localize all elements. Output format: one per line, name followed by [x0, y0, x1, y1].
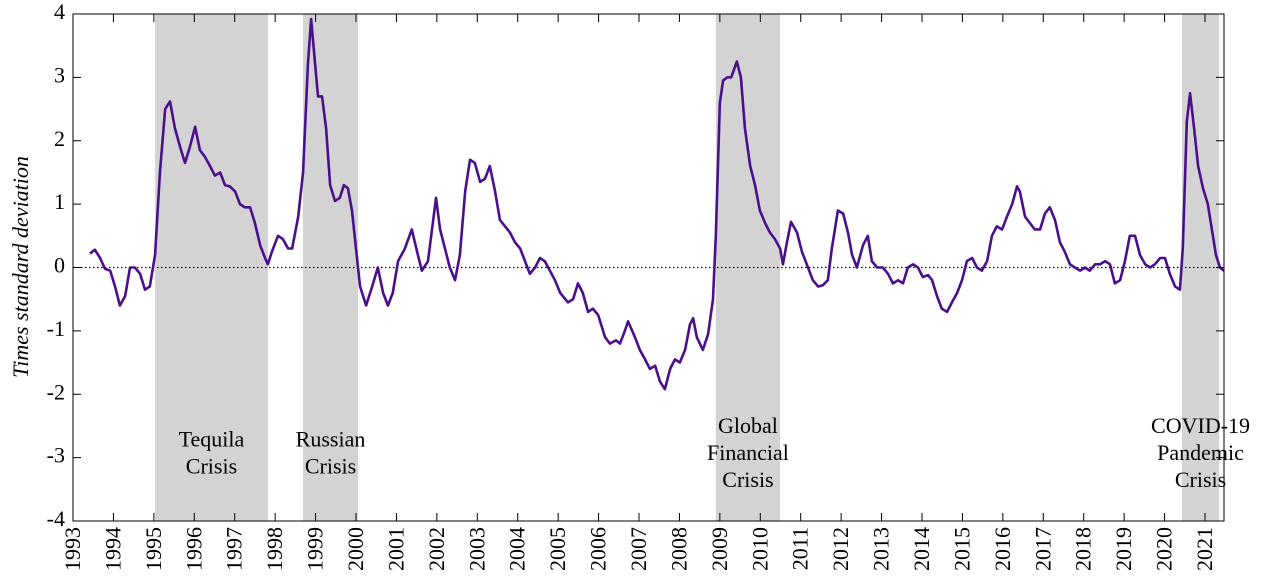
crisis-label: Tequila	[179, 427, 245, 452]
x-tick-label: 2004	[505, 527, 530, 571]
y-axis-label: Times standard deviation	[8, 156, 33, 378]
crisis-label: COVID-19	[1151, 413, 1250, 438]
x-tick-label: 1997	[222, 527, 247, 571]
x-tick-label: 1994	[100, 527, 125, 571]
x-tick-label: 2019	[1111, 527, 1136, 571]
crisis-label: Crisis	[186, 454, 237, 479]
x-tick-label: 2016	[990, 527, 1015, 571]
x-tick-label: 1996	[181, 527, 206, 571]
x-tick-label: 2021	[1192, 527, 1217, 571]
y-tick-label: -4	[47, 506, 65, 531]
x-tick-label: 2006	[586, 527, 611, 571]
x-tick-label: 2007	[626, 527, 651, 571]
crisis-label: Crisis	[722, 467, 773, 492]
x-tick-label: 2011	[788, 527, 813, 570]
x-tick-label: 2009	[707, 527, 732, 571]
y-tick-label: 1	[54, 189, 65, 214]
crisis-label: Global	[718, 413, 778, 438]
x-tick-label: 2010	[747, 527, 772, 571]
x-tick-label: 2020	[1152, 527, 1177, 571]
y-tick-label: -1	[47, 316, 65, 341]
x-tick-label: 2005	[545, 527, 570, 571]
y-tick-label: 4	[54, 0, 65, 24]
x-tick-label: 2014	[909, 527, 934, 571]
y-tick-label: -3	[47, 443, 65, 468]
x-tick-label: 2012	[828, 527, 853, 571]
y-tick-label: -2	[47, 379, 65, 404]
y-tick-label: 3	[54, 62, 65, 87]
crisis-label: Crisis	[1175, 467, 1226, 492]
x-tick-label: 1998	[262, 527, 287, 571]
crisis-shade	[303, 14, 359, 521]
y-tick-label: 2	[54, 126, 65, 151]
crisis-label: Pandemic	[1157, 440, 1244, 465]
x-tick-label: 1999	[303, 527, 328, 571]
x-tick-label: 2017	[1030, 527, 1055, 571]
x-tick-label: 1993	[60, 527, 85, 571]
x-tick-label: 2013	[869, 527, 894, 571]
x-tick-label: 2018	[1071, 527, 1096, 571]
data-line	[89, 17, 1225, 391]
crisis-label: Financial	[707, 440, 789, 465]
x-tick-label: 2000	[343, 527, 368, 571]
x-tick-label: 2008	[666, 527, 691, 571]
crisis-label: Russian	[296, 427, 366, 452]
x-tick-label: 2001	[383, 527, 408, 571]
x-tick-label: 1995	[141, 527, 166, 571]
x-tick-label: 2015	[949, 527, 974, 571]
y-tick-label: 0	[54, 253, 65, 278]
x-tick-label: 2002	[424, 527, 449, 571]
x-tick-label: 2003	[464, 527, 489, 571]
crisis-label: Crisis	[305, 454, 356, 479]
